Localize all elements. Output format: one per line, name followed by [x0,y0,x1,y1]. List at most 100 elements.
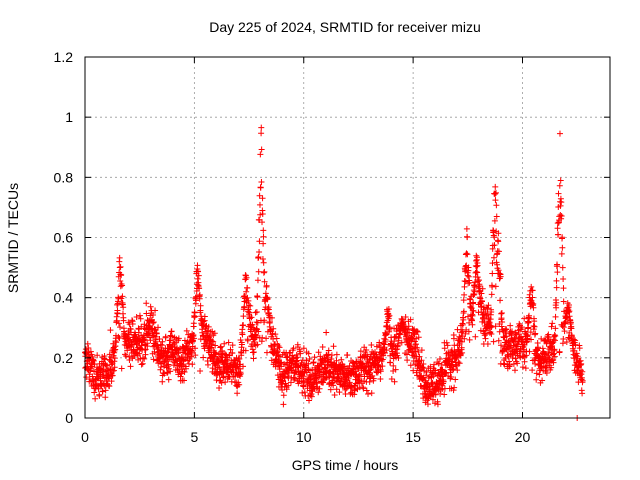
y-tick-label: 0.8 [54,169,74,185]
data-point [257,184,264,191]
data-point [492,183,499,190]
data-point [297,350,304,357]
data-point [190,320,197,327]
data-point [377,375,384,382]
data-point [167,332,174,339]
data-point [165,376,172,383]
data-point [377,368,384,375]
data-point [437,386,444,393]
data-point [276,344,283,351]
data-point [440,378,447,385]
data-point [236,355,243,362]
data-point [458,338,465,345]
data-point [559,244,566,251]
data-point [331,392,338,399]
data-point [519,364,526,371]
data-point [492,189,499,196]
data-point [285,382,292,389]
data-point [136,312,143,319]
data-point [241,303,248,310]
y-tick-label: 0.6 [54,230,74,246]
data-point [404,357,411,364]
data-point [449,367,456,374]
data-point [201,313,208,320]
data-point [253,319,260,326]
data-point [254,341,261,348]
data-point [268,357,275,364]
data-point [320,379,327,386]
data-point [150,319,157,326]
data-point [517,348,524,355]
data-point [507,322,514,329]
data-point [434,359,441,366]
data-point [381,335,388,342]
data-point [554,225,561,232]
data-point [263,282,270,289]
data-point [498,315,505,322]
data-point [390,362,397,369]
data-point [255,253,262,260]
data-point [129,317,136,324]
data-point [558,212,565,219]
data-point [392,346,399,353]
data-point [159,378,166,385]
data-point [431,361,438,368]
data-point [553,299,560,306]
data-point [259,256,266,263]
data-point [424,401,431,408]
data-point [167,368,174,375]
data-point [395,355,402,362]
x-tick-label: 15 [405,429,421,445]
data-point [414,328,421,335]
data-point [497,273,504,280]
data-point [368,342,375,349]
data-point [413,327,420,334]
data-point [531,323,538,330]
data-point [259,219,266,226]
data-point [305,392,312,399]
data-point [144,343,151,350]
data-point [524,332,531,339]
data-point [207,337,214,344]
data-point [298,360,305,367]
data-point [563,339,570,346]
data-point [188,353,195,360]
data-point [535,344,542,351]
data-point [559,234,566,241]
data-point [283,386,290,393]
data-point [212,342,219,349]
data-point [147,303,154,310]
data-point [183,342,190,349]
data-point [413,369,420,376]
data-point [122,353,129,360]
data-point [570,336,577,343]
data-point [392,366,399,373]
data-point [300,373,307,380]
data-point [261,278,268,285]
data-point [111,347,118,354]
data-point [469,312,476,319]
data-point [548,323,555,330]
data-point [388,375,395,382]
data-point [183,327,190,334]
data-point [152,327,159,334]
data-point [454,367,461,374]
data-point [108,378,115,385]
data-point [348,383,355,390]
data-point [328,356,335,363]
data-point [275,343,282,350]
data-point [566,301,573,308]
data-point [129,320,136,327]
data-point [412,341,419,348]
data-point [266,323,273,330]
data-point [152,333,159,340]
data-point [493,213,500,220]
data-point [533,370,540,377]
data-point [386,324,393,331]
data-point [303,369,310,376]
data-point [461,291,468,298]
data-point [554,263,561,270]
data-point [464,234,471,241]
data-point [529,294,536,301]
data-point [150,356,157,363]
